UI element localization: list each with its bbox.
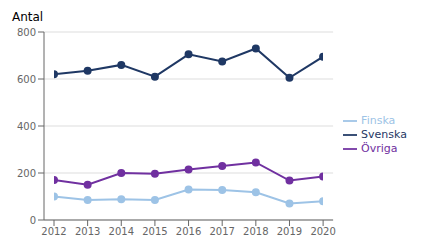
svg-text:400: 400: [17, 121, 36, 132]
svg-text:2020: 2020: [310, 226, 335, 237]
html-text:Antal: Antal: [12, 10, 44, 24]
svg-text:2014: 2014: [109, 226, 134, 237]
svg-text:0: 0: [30, 215, 36, 226]
svg-text:2013: 2013: [75, 226, 100, 237]
svg-text:2012: 2012: [41, 226, 66, 237]
svg-text:2017: 2017: [209, 226, 234, 237]
svg-text:2016: 2016: [176, 226, 201, 237]
svg-text:600: 600: [17, 74, 36, 85]
html-text:Svenska: Svenska: [361, 128, 407, 141]
svg-text:2015: 2015: [142, 226, 167, 237]
svg-text:200: 200: [17, 168, 36, 179]
svg-text:2019: 2019: [277, 226, 302, 237]
html-text:Övriga: Övriga: [361, 142, 398, 155]
svg-text:800: 800: [17, 27, 36, 38]
html-text:Finska: Finska: [361, 114, 396, 127]
svg-text:2018: 2018: [243, 226, 268, 237]
